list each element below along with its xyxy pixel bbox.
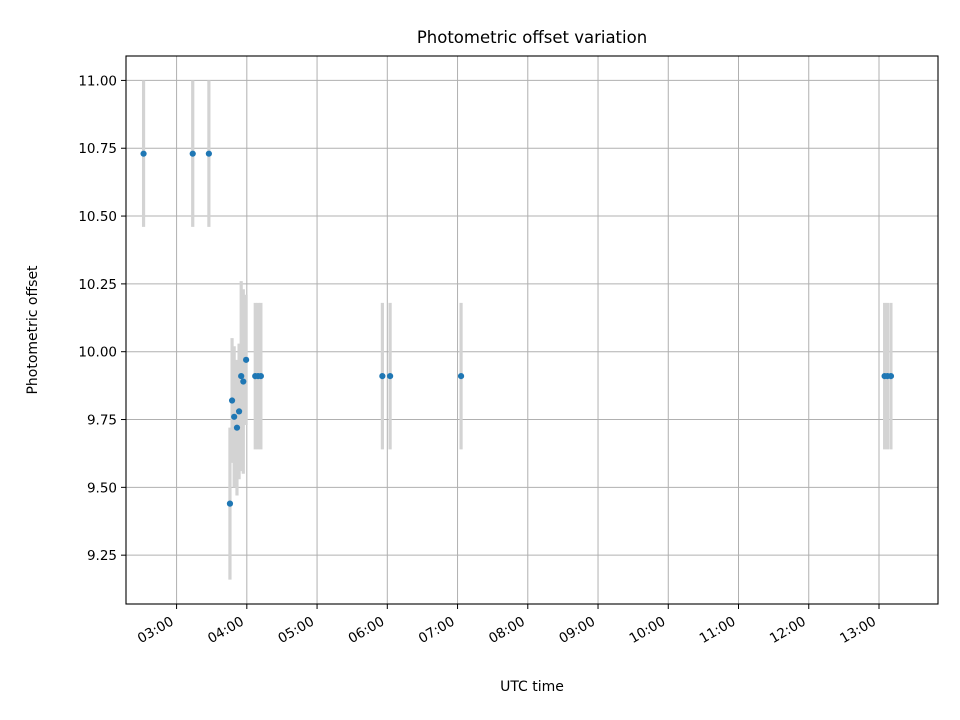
y-tick-label: 10.50 xyxy=(78,209,117,225)
data-point xyxy=(457,373,465,380)
x-tick-label: 13:00 xyxy=(837,614,879,647)
x-tick-label: 07:00 xyxy=(416,614,458,647)
data-point xyxy=(235,408,243,415)
plot-frame xyxy=(125,55,939,605)
x-tick-label: 03:00 xyxy=(135,614,177,647)
data-point xyxy=(387,373,394,380)
y-tick-label: 10.75 xyxy=(78,141,117,157)
data-point xyxy=(240,378,247,385)
x-tick-label: 04:00 xyxy=(205,614,247,647)
x-tick-label: 05:00 xyxy=(275,614,317,647)
data-point xyxy=(887,373,895,380)
data-point xyxy=(257,373,264,380)
x-axis-label: UTC time xyxy=(500,679,564,695)
grid xyxy=(126,56,938,604)
x-axis-ticks: 03:00 04:00 05:00 06:00 07:00 08:00 09:00 10:00… xyxy=(135,604,880,647)
y-tick-label: 10.00 xyxy=(78,345,117,361)
data-points xyxy=(140,150,895,507)
data-point xyxy=(189,150,196,157)
y-tick-label: 9.75 xyxy=(87,413,117,429)
x-tick-label: 10:00 xyxy=(627,614,669,647)
x-tick-label: 11:00 xyxy=(697,614,739,647)
chart-title: Photometric offset variation xyxy=(417,28,647,47)
data-point xyxy=(379,373,386,380)
x-tick-label: 08:00 xyxy=(486,614,528,647)
data-point xyxy=(226,500,234,507)
x-tick-label: 12:00 xyxy=(767,614,809,647)
data-point xyxy=(243,356,250,363)
x-tick-label: 06:00 xyxy=(346,614,388,647)
data-point xyxy=(233,424,241,431)
y-tick-label: 11.00 xyxy=(78,73,117,89)
data-point xyxy=(238,373,245,380)
y-tick-label: 9.25 xyxy=(87,548,117,564)
error-bars xyxy=(141,80,893,580)
y-axis-label: Photometric offset xyxy=(25,265,41,395)
y-tick-label: 9.50 xyxy=(87,480,117,496)
data-point xyxy=(205,150,212,157)
data-point xyxy=(231,413,238,420)
data-point xyxy=(140,150,147,157)
x-tick-label: 09:00 xyxy=(556,614,598,647)
y-axis-ticks: 9.25 9.50 9.75 10.00 10.25 10.50 10.75 11.00 xyxy=(78,73,126,564)
data-point xyxy=(228,397,236,404)
y-tick-label: 10.25 xyxy=(78,277,117,293)
